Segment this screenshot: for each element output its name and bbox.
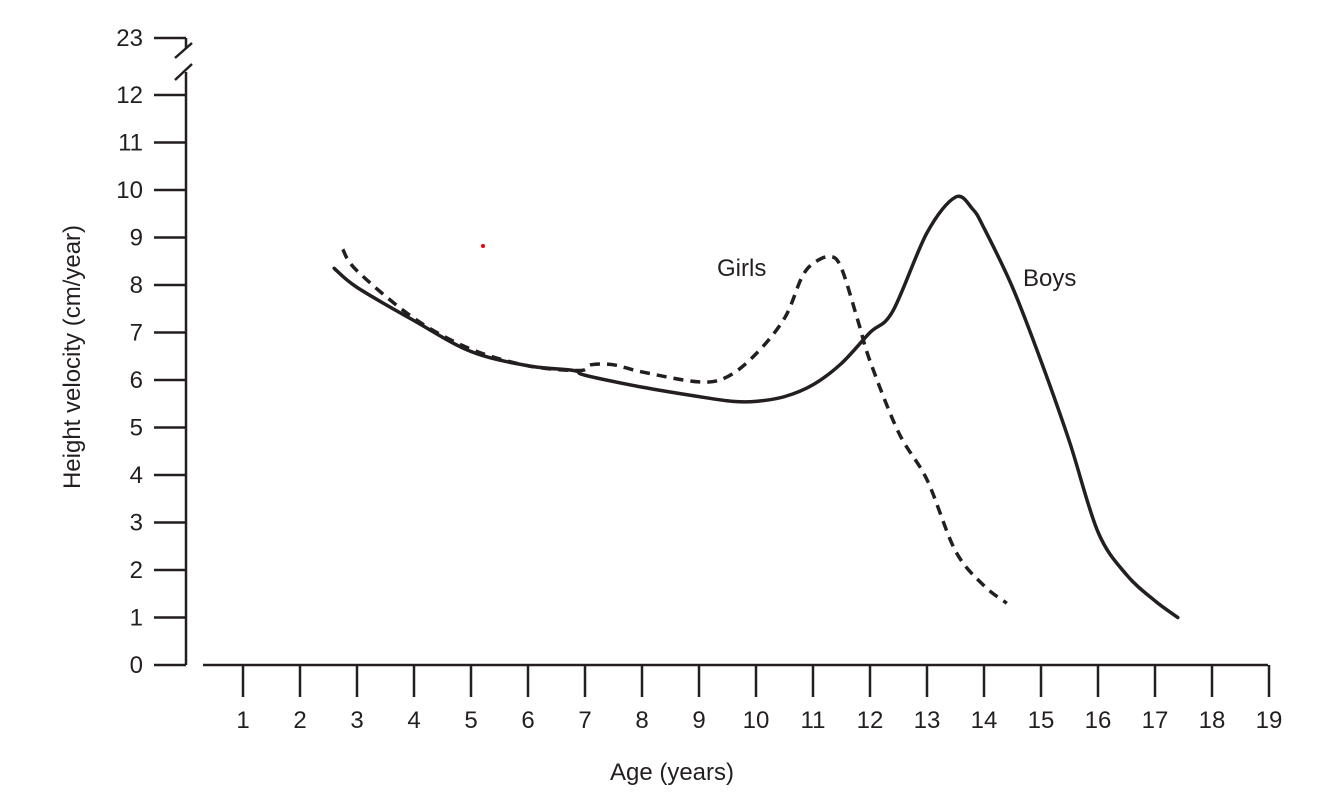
y-tick-label: 9: [130, 225, 143, 252]
annotation-girls: Girls: [717, 255, 766, 282]
x-tick-label: 8: [635, 707, 648, 734]
x-axis-label: Age (years): [610, 759, 734, 786]
y-tick-label: 7: [130, 320, 143, 347]
y-tick-label: 1: [130, 605, 143, 632]
x-tick-label: 11: [801, 707, 826, 734]
axis-break-mark: [174, 63, 193, 81]
axis-break-mark: [174, 42, 193, 59]
y-tick-label: 3: [130, 510, 143, 537]
x-tick-label: 13: [914, 707, 941, 734]
x-tick-label: 14: [971, 707, 998, 734]
y-tick-label: 10: [116, 177, 143, 204]
y-tick-label: 5: [130, 415, 143, 442]
series-line-boys: [332, 194, 1180, 620]
x-tick-label: 2: [293, 707, 306, 734]
x-tick-label: 12: [857, 707, 884, 734]
x-tick-label: 3: [350, 707, 363, 734]
y-tick-label: 12: [116, 82, 143, 109]
x-tick-label: 1: [236, 707, 249, 734]
x-tick-label: 4: [407, 707, 420, 734]
x-tick-label: 17: [1142, 707, 1169, 734]
y-tick-label: 8: [130, 272, 143, 299]
x-tick-label: 16: [1085, 707, 1112, 734]
series-line-girls: [341, 248, 1008, 605]
x-tick-label: 10: [743, 707, 770, 734]
x-tick-label: 15: [1028, 707, 1055, 734]
annotation-boys: Boys: [1023, 265, 1076, 292]
x-tick-label: 18: [1199, 707, 1226, 734]
y-tick-label: 6: [130, 367, 143, 394]
x-tick-label: 19: [1256, 707, 1283, 734]
x-tick-label: 9: [692, 707, 705, 734]
y-axis-label: Height velocity (cm/year): [59, 225, 86, 489]
y-tick-label: 23: [116, 25, 143, 52]
x-tick-label: 5: [464, 707, 477, 734]
y-tick-label: 11: [118, 130, 143, 157]
x-tick-label: 7: [578, 707, 591, 734]
series-group: [332, 194, 1180, 620]
y-tick-label: 2: [130, 557, 143, 584]
x-tick-label: 6: [521, 707, 534, 734]
y-tick-label: 4: [130, 462, 143, 489]
y-tick-label: 0: [130, 652, 143, 679]
cursor-dot: [481, 244, 485, 248]
